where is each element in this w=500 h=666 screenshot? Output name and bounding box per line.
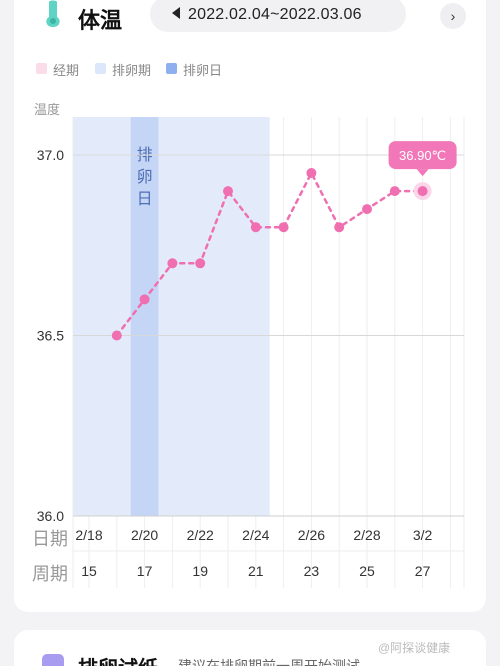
- thermometer-icon: [46, 0, 60, 27]
- temperature-point: [195, 258, 206, 269]
- x-cycle-label: 27: [415, 563, 431, 579]
- x-cycle-label: 21: [248, 563, 264, 579]
- y-tick-label: 36.0: [37, 508, 64, 524]
- x-date-label: 2/20: [131, 527, 158, 543]
- ovulation-test-subtitle: 建议在排卵期前一周开始测试: [178, 658, 360, 666]
- y-tick-label: 37.0: [37, 147, 64, 163]
- header: 体温 2022.02.04~2022.03.06 ›: [0, 0, 500, 40]
- tooltip-pointer: [416, 169, 429, 177]
- legend-swatch-ovulation-day: [166, 63, 177, 74]
- x-cycle-label: 15: [81, 563, 97, 579]
- legend-label-ovulation-period: 排卵期: [112, 63, 152, 78]
- tooltip-value: 36.90℃: [399, 148, 446, 163]
- temperature-chart: 排卵日37.036.536.0日期周期2/18152/20172/22192/2…: [32, 117, 465, 588]
- temperature-line: [115, 170, 424, 337]
- value-tooltip: [388, 141, 457, 170]
- chevron-right-icon[interactable]: ›: [440, 3, 466, 29]
- temperature-point: [278, 222, 289, 233]
- ovulation-test-card[interactable]: [14, 630, 486, 666]
- temperature-point: [111, 330, 122, 341]
- ovulation-test-title: 排卵试纸: [78, 652, 158, 666]
- temperature-point: [362, 204, 372, 215]
- temperature-point: [250, 222, 261, 233]
- x-cycle-label: 23: [304, 563, 320, 579]
- legend: 经期 排卵期 排卵日: [0, 58, 500, 78]
- x-date-label: 2/22: [187, 527, 214, 543]
- triangle-left-icon[interactable]: [172, 7, 180, 19]
- y-axis-title: 温度: [34, 102, 61, 117]
- legend-label-period: 经期: [53, 63, 80, 78]
- test-strip-icon: [42, 654, 64, 666]
- ovulation-period-band: [73, 117, 270, 516]
- temperature-point: [223, 186, 233, 197]
- date-range-selector[interactable]: [150, 0, 406, 32]
- temperature-point: [139, 294, 150, 305]
- date-range-text: 2022.02.04~2022.03.06: [188, 6, 362, 23]
- legend-label-ovulation-day: 排卵日: [183, 63, 223, 78]
- temperature-point: [167, 258, 178, 269]
- legend-swatch-period: [36, 63, 47, 74]
- x-cycle-label: 19: [192, 563, 208, 579]
- ovulation-day-band: [130, 117, 159, 516]
- x-date-label: 2/28: [353, 527, 380, 543]
- x-date-label: 2/24: [242, 527, 269, 543]
- x-cycle-label: 25: [359, 563, 375, 579]
- temperature-point: [334, 222, 345, 233]
- temperature-point: [417, 186, 428, 197]
- temperature-point: [306, 168, 317, 179]
- row-label-date: 日期: [32, 529, 68, 549]
- x-cycle-label: 17: [137, 563, 153, 579]
- temperature-point: [389, 186, 400, 197]
- page-title: 体温: [78, 8, 123, 33]
- legend-swatch-ovulation-period: [95, 63, 106, 74]
- row-label-cycle: 周期: [32, 564, 68, 584]
- x-date-label: 2/18: [75, 527, 102, 543]
- y-tick-label: 36.5: [37, 328, 64, 344]
- watermark: @阿探谈健康: [378, 641, 451, 655]
- x-date-label: 3/2: [413, 527, 433, 543]
- x-date-label: 2/26: [298, 527, 325, 543]
